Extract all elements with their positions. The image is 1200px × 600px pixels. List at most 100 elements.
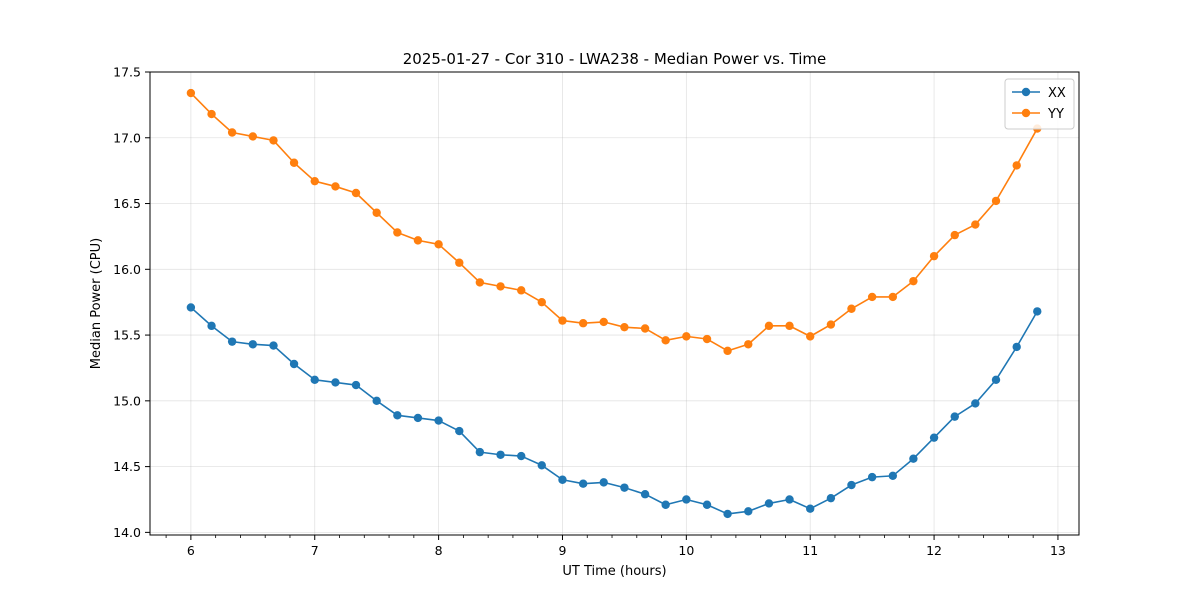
data-point-xx xyxy=(888,471,898,481)
data-point-xx xyxy=(537,461,546,470)
data-point-xx xyxy=(434,416,443,425)
data-point-yy xyxy=(661,336,670,345)
y-tick-label: 15.0 xyxy=(113,393,141,408)
data-point-xx xyxy=(723,509,732,519)
data-point-yy xyxy=(475,278,485,287)
data-point-yy xyxy=(764,321,774,331)
y-tick-label: 14.5 xyxy=(113,459,141,474)
data-point-xx xyxy=(909,454,918,463)
data-point-yy xyxy=(909,276,918,286)
data-point-xx xyxy=(682,495,691,504)
data-point-xx xyxy=(785,495,794,504)
y-tick-label: 14.0 xyxy=(113,525,141,540)
data-point-yy xyxy=(393,228,402,237)
data-point-yy xyxy=(289,158,299,167)
data-point-yy xyxy=(599,317,608,327)
data-point-xx xyxy=(475,447,485,457)
data-point-xx xyxy=(1033,307,1042,316)
x-tick-label: 12 xyxy=(926,543,942,558)
data-point-yy xyxy=(372,208,381,217)
x-tick-label: 7 xyxy=(311,543,319,558)
data-point-xx xyxy=(331,378,340,387)
data-point-yy xyxy=(806,332,815,341)
data-point-yy xyxy=(723,346,732,356)
series-xx xyxy=(186,303,1042,519)
data-point-xx xyxy=(620,483,629,492)
data-point-yy xyxy=(991,196,1001,206)
data-point-xx xyxy=(764,499,774,508)
data-point-xx xyxy=(599,478,608,487)
data-point-yy xyxy=(207,109,216,119)
data-point-yy xyxy=(867,292,877,302)
data-point-xx xyxy=(744,507,753,516)
data-point-yy xyxy=(558,316,567,325)
grid xyxy=(150,71,1079,535)
data-point-yy xyxy=(227,128,237,137)
data-point-xx xyxy=(661,500,670,509)
chart-title: 2025-01-27 - Cor 310 - LWA238 - Median P… xyxy=(403,50,827,68)
data-point-xx xyxy=(496,450,505,459)
data-point-yy xyxy=(702,334,712,344)
data-point-yy xyxy=(847,304,856,313)
legend-label-yy: YY xyxy=(1047,107,1064,122)
data-point-xx xyxy=(372,396,381,406)
data-point-xx xyxy=(826,493,836,503)
data-point-yy xyxy=(455,258,464,267)
data-point-yy xyxy=(682,332,691,341)
y-tick-label: 15.5 xyxy=(113,328,141,343)
data-point-xx xyxy=(393,411,402,420)
data-point-yy xyxy=(888,292,898,302)
data-point-yy xyxy=(971,220,980,229)
x-axis-label: UT Time (hours) xyxy=(562,564,666,579)
axes: 6 7 8 9 10 11 12 13 14.0 14.5 15.0 15.5 16.0 16.5 17.0… xyxy=(113,65,1066,559)
data-point-xx xyxy=(558,475,567,484)
data-point-xx xyxy=(929,433,939,442)
data-point-xx xyxy=(1012,342,1021,352)
data-point-yy xyxy=(744,340,753,349)
y-tick-label: 17.0 xyxy=(113,130,141,145)
y-tick-label: 17.5 xyxy=(113,65,141,80)
data-point-yy xyxy=(496,282,505,291)
data-point-xx xyxy=(991,375,1001,384)
data-point-yy xyxy=(434,240,443,249)
data-point-xx xyxy=(227,337,237,346)
x-tick-label: 6 xyxy=(187,543,195,558)
data-point-yy xyxy=(248,132,258,141)
y-axis-label: Median Power (CPU) xyxy=(89,238,104,369)
data-point-xx xyxy=(806,504,815,513)
data-point-yy xyxy=(413,236,423,245)
data-point-xx xyxy=(310,375,319,384)
data-point-yy xyxy=(950,230,959,240)
x-tick-label: 9 xyxy=(558,543,566,558)
data-point-xx xyxy=(186,303,196,312)
data-point-yy xyxy=(331,182,340,191)
data-point-xx xyxy=(455,426,464,436)
data-point-yy xyxy=(310,176,319,186)
data-point-yy xyxy=(640,324,650,333)
x-tick-label: 8 xyxy=(435,543,443,558)
legend-marker-yy xyxy=(1021,108,1031,118)
data-point-xx xyxy=(413,413,423,423)
legend-marker-xx xyxy=(1021,87,1031,97)
data-point-xx xyxy=(950,412,959,421)
data-point-xx xyxy=(289,359,299,369)
data-point-yy xyxy=(578,319,588,328)
data-point-xx xyxy=(351,380,361,390)
data-point-yy xyxy=(351,188,361,198)
x-tick-label: 13 xyxy=(1050,543,1066,558)
series-layer xyxy=(186,88,1042,519)
data-point-yy xyxy=(517,286,526,295)
data-point-xx xyxy=(578,479,588,488)
data-point-yy xyxy=(929,251,939,261)
y-tick-label: 16.0 xyxy=(113,262,141,277)
legend: XX YY xyxy=(1004,78,1075,130)
data-point-xx xyxy=(517,451,526,461)
x-tick-label: 11 xyxy=(802,543,818,558)
data-point-yy xyxy=(269,136,278,145)
data-point-xx xyxy=(269,341,278,350)
data-point-xx xyxy=(867,472,877,482)
series-yy xyxy=(186,88,1042,356)
data-point-xx xyxy=(207,321,216,331)
plot-frame xyxy=(149,71,1080,536)
